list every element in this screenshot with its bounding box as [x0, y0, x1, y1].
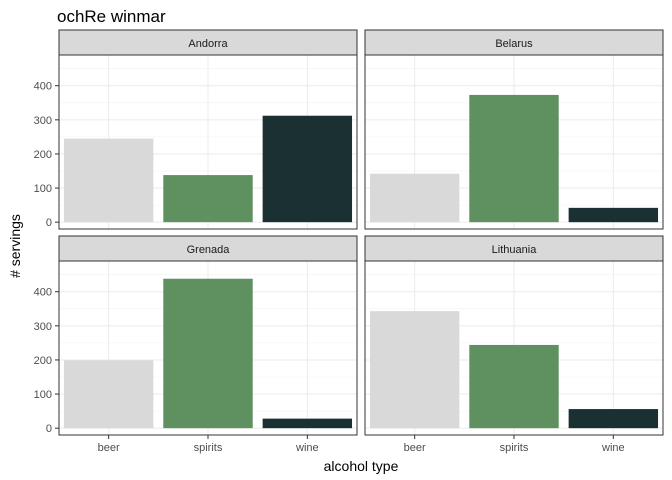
x-tick-label: beer: [404, 442, 426, 454]
bar-beer: [369, 173, 460, 223]
facet-panel-grenada: Grenada 0 100 200 300 400 beer spirits wine: [34, 235, 358, 454]
y-tick-label: 200: [34, 355, 52, 367]
facet-label: Grenada: [187, 244, 231, 256]
x-tick-label: spirits: [500, 442, 529, 454]
y-tick-label: 400: [34, 81, 52, 93]
y-tick-label: 0: [46, 423, 52, 435]
y-tick-label: 0: [46, 217, 52, 229]
chart-title: ochRe winmar: [57, 7, 166, 26]
bar-spirits: [163, 278, 253, 429]
facet-label: Lithuania: [492, 244, 538, 256]
facet-strip: [58, 235, 358, 262]
x-tick-label: wine: [601, 442, 625, 454]
bar-spirits: [469, 94, 559, 223]
facet-strip: [364, 29, 664, 56]
y-tick-label: 300: [34, 321, 52, 333]
y-axis-title: # servings: [7, 214, 23, 278]
facet-strip: [364, 235, 664, 262]
y-tick-label: 200: [34, 149, 52, 161]
facet-label: Andorra: [188, 38, 228, 50]
facet-panel-belarus: Belarus: [364, 29, 664, 230]
x-tick-label: wine: [295, 442, 319, 454]
panel-border: [364, 54, 664, 230]
bar-spirits: [469, 344, 559, 429]
y-tick-label: 400: [34, 287, 52, 299]
bar-wine: [568, 409, 659, 429]
x-axis-title: alcohol type: [324, 458, 399, 474]
bar-beer: [63, 360, 154, 429]
y-tick-label: 100: [34, 389, 52, 401]
bar-spirits: [163, 175, 253, 223]
bar-beer: [63, 138, 154, 223]
bar-wine: [568, 207, 659, 223]
facet-panels: Andorra 0 100 200 300 400 Belarus Grenada 0 100 20…: [34, 29, 664, 454]
bar-beer: [369, 311, 460, 429]
facet-panel-lithuania: Lithuania beer spirits wine: [364, 235, 664, 454]
bar-wine: [262, 115, 353, 223]
facet-strip: [58, 29, 358, 56]
y-tick-label: 100: [34, 183, 52, 195]
x-tick-label: spirits: [194, 442, 223, 454]
y-tick-label: 300: [34, 115, 52, 127]
panel-border: [58, 54, 358, 230]
facet-panel-andorra: Andorra 0 100 200 300 400: [34, 29, 358, 230]
facet-label: Belarus: [495, 38, 533, 50]
x-tick-label: beer: [98, 442, 120, 454]
bar-wine: [262, 418, 353, 429]
